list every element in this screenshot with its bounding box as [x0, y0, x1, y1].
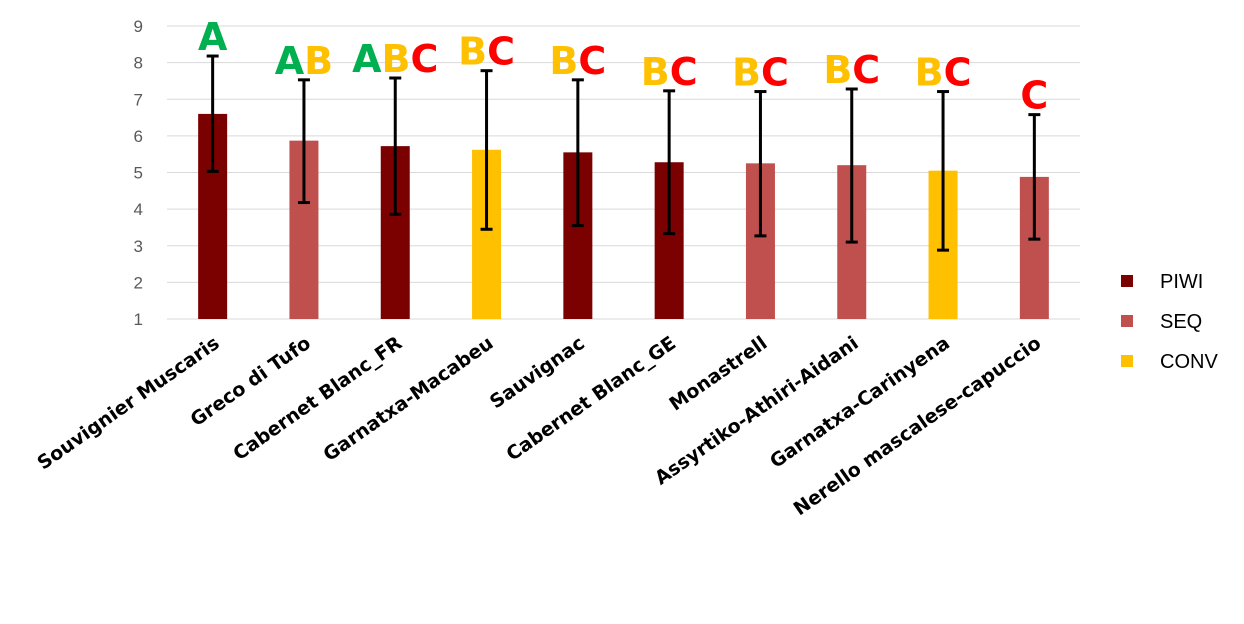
error-bars: [206, 54, 1041, 252]
significance-letter: C: [1020, 74, 1048, 118]
error-bar: [297, 78, 310, 205]
significance-letter: BC: [732, 51, 789, 95]
category-label: Cabernet Blanc_FR: [229, 332, 406, 465]
legend-item: CONV: [1121, 351, 1218, 373]
y-tick-label: 3: [134, 237, 143, 256]
legend: PIWI SEQ CONV: [1121, 271, 1218, 373]
error-bar: [480, 69, 493, 231]
error-bar: [206, 54, 219, 173]
legend-item: SEQ: [1121, 311, 1202, 333]
y-tick-label: 8: [134, 54, 143, 73]
y-tick-label: 6: [134, 127, 143, 146]
y-tick-label: 5: [134, 164, 143, 183]
error-bar: [937, 90, 950, 252]
error-bar: [845, 87, 858, 244]
bars: [198, 113, 1049, 320]
significance-letter: BC: [458, 30, 515, 74]
significance-letter: AB: [275, 39, 333, 83]
legend-swatch: [1121, 275, 1133, 287]
error-bar: [754, 90, 767, 238]
y-tick-label: 1: [134, 310, 143, 329]
significance-letter: ABC: [352, 37, 438, 81]
category-label: Cabernet Blanc_GE: [502, 332, 680, 466]
y-tick-label: 4: [134, 200, 143, 219]
significance-letter: BC: [915, 51, 972, 95]
category-label: Souvignier Muscaris: [33, 332, 223, 474]
error-bar: [571, 78, 584, 228]
y-tick-label: 7: [134, 90, 143, 109]
y-axis-tick-labels: 1 2 3 4 5 6 7 8 9: [134, 17, 143, 329]
significance-letter: BC: [823, 48, 880, 92]
legend-label: SEQ: [1160, 311, 1202, 333]
gridlines: [167, 25, 1080, 320]
legend-swatch: [1121, 315, 1133, 327]
y-tick-label: 2: [134, 273, 143, 292]
y-tick-label: 9: [134, 17, 143, 36]
significance-letter: BC: [549, 39, 606, 83]
significance-letters: A AB ABC BC BC BC BC BC BC C: [198, 15, 1048, 118]
significance-letter: BC: [641, 50, 698, 94]
category-label: Garnatxa-Macabeu: [319, 332, 497, 466]
error-bar: [663, 89, 676, 236]
category-label: Garnatxa-Carinyena: [766, 332, 954, 473]
legend-label: CONV: [1160, 351, 1218, 373]
error-bar: [389, 76, 402, 216]
legend-swatch: [1121, 355, 1133, 367]
significance-letter: A: [198, 15, 228, 59]
error-bar: [1028, 113, 1041, 241]
legend-item: PIWI: [1121, 271, 1203, 293]
legend-label: PIWI: [1160, 271, 1203, 293]
